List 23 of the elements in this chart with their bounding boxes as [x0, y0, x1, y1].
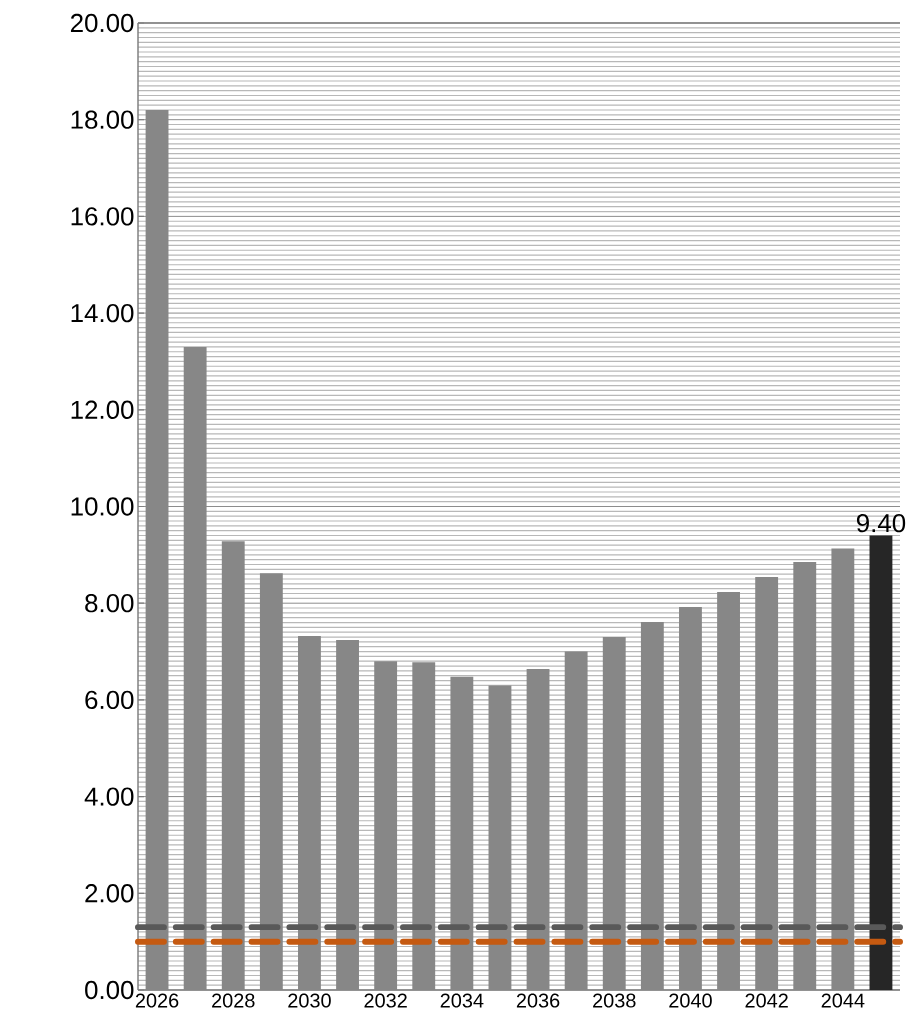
y-tick-label: 14.00: [71, 303, 134, 323]
y-tick-label: 2.00: [85, 884, 134, 903]
y-tick-label: 4.00: [84, 787, 134, 806]
y-tick-label: 18.00: [71, 110, 134, 129]
x-tick-label: 2036: [516, 993, 560, 1008]
x-tick-label: 2030: [288, 993, 331, 1008]
x-tick-label: 2026: [135, 993, 179, 1008]
y-tick-label: 10.00: [71, 497, 134, 516]
x-tick-label: 2040: [669, 993, 712, 1008]
x-tick-label: 2028: [212, 993, 255, 1008]
y-tick-label: 20.00: [70, 13, 134, 33]
y-tick-label: 16.00: [71, 207, 134, 226]
y-tick-label: 8.00: [85, 594, 134, 613]
x-tick-label: 2034: [440, 993, 484, 1008]
x-tick-label: 2032: [364, 993, 407, 1008]
x-tick-label: 2044: [821, 993, 865, 1008]
data-label: 9.40: [856, 513, 906, 533]
y-tick-label: 0.00: [85, 980, 134, 1000]
x-tick-label: 2038: [593, 993, 636, 1008]
bar: [869, 535, 893, 990]
y-tick-label: 6.00: [85, 690, 134, 710]
x-tick-label: 2042: [745, 993, 788, 1008]
y-tick-label: 12.00: [71, 400, 134, 419]
